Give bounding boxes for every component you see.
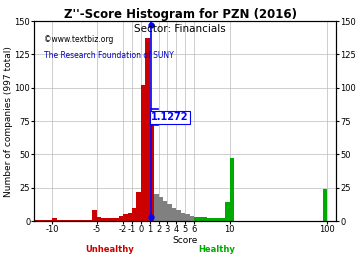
Bar — [172, 208, 176, 221]
Bar — [26, 212, 30, 221]
Bar — [92, 210, 96, 221]
Bar — [123, 214, 127, 221]
Bar — [154, 194, 159, 221]
Text: ©www.textbiz.org: ©www.textbiz.org — [44, 35, 113, 44]
Bar — [145, 39, 150, 221]
Bar — [70, 220, 75, 221]
Bar — [127, 213, 132, 221]
X-axis label: Score: Score — [172, 236, 198, 245]
Bar — [57, 220, 61, 221]
Text: 1.1272: 1.1272 — [151, 112, 189, 122]
Bar — [110, 218, 114, 221]
Bar — [190, 216, 194, 221]
Bar — [105, 218, 110, 221]
Bar — [212, 218, 216, 221]
Bar — [61, 220, 66, 221]
Bar — [185, 214, 190, 221]
Bar — [225, 202, 230, 221]
Bar — [203, 217, 207, 221]
Bar — [114, 218, 119, 221]
Text: Z''-Score Histogram for PZN (2016): Z''-Score Histogram for PZN (2016) — [63, 8, 297, 21]
Text: Sector: Financials: Sector: Financials — [134, 24, 226, 34]
Bar — [48, 220, 52, 221]
Bar — [221, 218, 225, 221]
Bar — [167, 204, 172, 221]
Bar — [198, 217, 203, 221]
Bar — [96, 217, 101, 221]
Bar — [176, 210, 181, 221]
Bar — [101, 218, 105, 221]
Text: The Research Foundation of SUNY: The Research Foundation of SUNY — [44, 51, 173, 60]
Bar — [132, 208, 136, 221]
Bar — [35, 220, 39, 221]
Bar — [207, 218, 212, 221]
Bar — [216, 218, 221, 221]
Bar — [150, 117, 154, 221]
Bar — [43, 220, 48, 221]
Bar — [75, 220, 79, 221]
Bar — [39, 220, 43, 221]
Bar — [119, 216, 123, 221]
Bar — [88, 220, 92, 221]
Bar — [181, 213, 185, 221]
Bar — [66, 220, 70, 221]
Bar — [30, 220, 35, 221]
Bar — [83, 220, 88, 221]
Bar — [194, 217, 198, 221]
Bar — [230, 158, 234, 221]
Bar — [163, 201, 167, 221]
Bar — [159, 197, 163, 221]
Text: Healthy: Healthy — [198, 245, 235, 254]
Text: Unhealthy: Unhealthy — [85, 245, 134, 254]
Bar — [52, 218, 57, 221]
Bar — [141, 85, 145, 221]
Bar — [79, 220, 83, 221]
Bar — [136, 192, 141, 221]
Bar — [323, 189, 327, 221]
Y-axis label: Number of companies (997 total): Number of companies (997 total) — [4, 46, 13, 197]
